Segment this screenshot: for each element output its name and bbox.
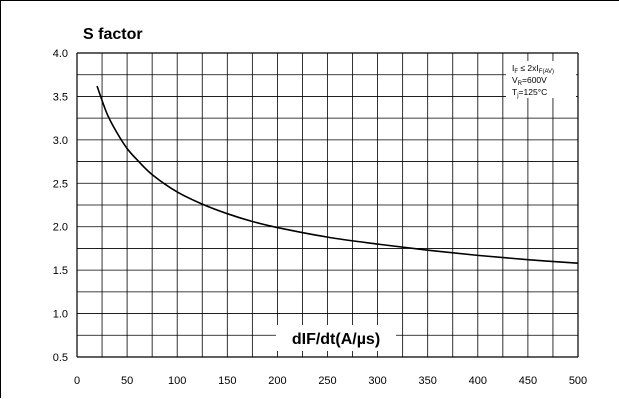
condition-line-current: IF ≤ 2xIF(AV) [512, 63, 554, 75]
condition-line-voltage: VR=600V [512, 75, 547, 87]
x-tick-label: 0 [74, 375, 80, 387]
y-tick-label: 1.5 [53, 265, 68, 277]
x-axis-label-box [276, 325, 396, 351]
x-axis-label: dIF/dt(A/µs) [292, 331, 380, 348]
x-tick-label: 500 [569, 375, 587, 387]
x-tick-label: 300 [368, 375, 386, 387]
y-axis-ticks: 0.5 1.0 1.5 2.0 2.5 3.0 3.5 4.0 [53, 48, 68, 364]
x-tick-label: 450 [519, 375, 537, 387]
y-tick-label: 3.0 [53, 135, 68, 147]
series-line [96, 85, 579, 264]
grid [76, 52, 579, 358]
y-tick-label: 2.0 [53, 222, 68, 234]
y-tick-label: 1.0 [53, 309, 68, 321]
condition-line-temperature: Tj=125°C [512, 87, 547, 99]
x-tick-label: 350 [419, 375, 437, 387]
x-tick-label: 400 [469, 375, 487, 387]
x-tick-label: 100 [168, 375, 186, 387]
x-tick-label: 250 [318, 375, 336, 387]
y-tick-label: 0.5 [53, 352, 68, 364]
y-tick-label: 4.0 [53, 48, 68, 60]
x-tick-label: 200 [268, 375, 286, 387]
y-tick-label: 2.5 [53, 178, 68, 190]
chart-title: S factor [83, 26, 143, 43]
y-tick-label: 3.5 [53, 91, 68, 103]
conditions-box [506, 61, 576, 98]
x-tick-label: 50 [121, 375, 133, 387]
x-axis-ticks: 0 50 100 150 200 250 300 350 400 450 500 [74, 375, 587, 387]
x-tick-label: 150 [218, 375, 236, 387]
